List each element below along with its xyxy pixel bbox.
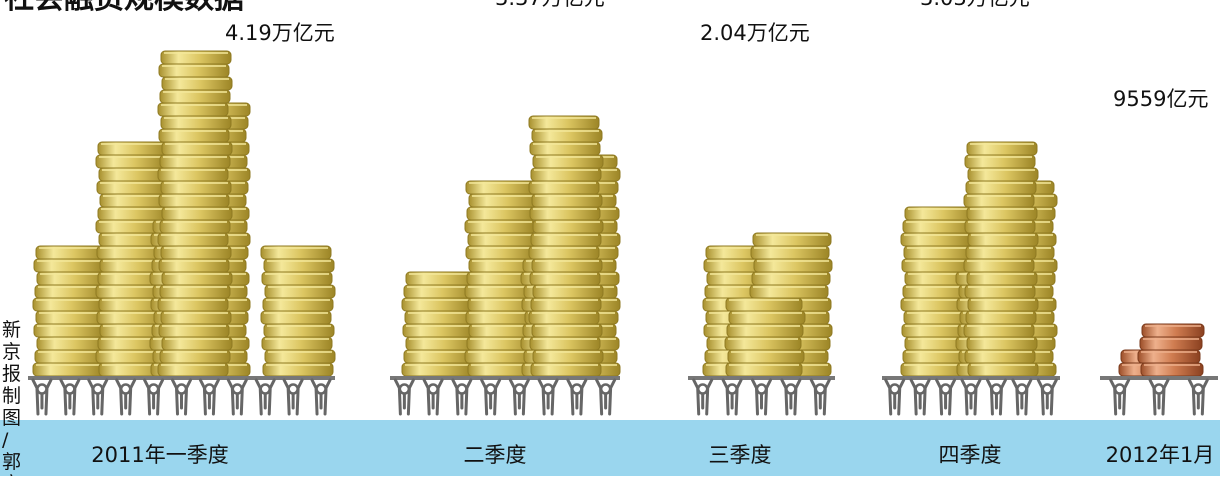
platform-2 <box>390 376 620 416</box>
bar-1 <box>32 50 336 377</box>
coin-stack <box>32 245 108 377</box>
platform-3 <box>688 376 835 416</box>
coin-stack <box>724 297 806 377</box>
credit-char: 新 <box>2 319 21 341</box>
ground-band <box>0 420 1220 476</box>
value-label-1: 4.19万亿元 <box>225 21 335 45</box>
category-label-4: 四季度 <box>939 443 1002 467</box>
bar-2 <box>401 115 621 377</box>
category-label-5: 2012年1月 <box>1106 443 1215 467</box>
coin-stack <box>1137 323 1205 377</box>
credit-char: / <box>2 429 9 451</box>
chart-title: 社会融资规模数据 <box>4 0 244 16</box>
coin-stack <box>528 115 604 377</box>
coin-stack <box>963 141 1039 377</box>
platforms <box>28 376 1218 416</box>
credit-char: 制 <box>2 385 21 407</box>
bar-3 <box>702 232 833 377</box>
value-label-3: 2.04万亿元 <box>700 21 810 45</box>
category-label-3: 三季度 <box>709 443 772 467</box>
value-label-5: 9559亿元 <box>1113 87 1208 111</box>
coin-stack <box>464 180 540 377</box>
credit-char: 京 <box>2 341 21 363</box>
coin-stack <box>260 245 336 377</box>
bar-4 <box>900 141 1058 377</box>
platform-5 <box>1100 376 1218 416</box>
credit-char: 报 <box>2 363 21 385</box>
coin-stack <box>401 271 477 377</box>
value-label-2: 3.37万亿元 <box>495 0 605 10</box>
category-labels: 2011年一季度 二季度 三季度 四季度 2012年1月 <box>91 443 1214 467</box>
credit-char: 图 <box>2 407 21 429</box>
credit-char: 郭 <box>2 451 21 473</box>
coin-stacks <box>32 50 1205 377</box>
platform-1 <box>28 376 335 416</box>
value-label-4: 3.03万亿元 <box>920 0 1030 10</box>
value-labels: 4.19万亿元 3.37万亿元 2.04万亿元 3.03万亿元 9559亿元 <box>225 0 1208 111</box>
coin-stack <box>157 50 233 377</box>
category-label-1: 2011年一季度 <box>91 443 228 467</box>
category-label-2: 二季度 <box>464 443 527 467</box>
platform-4 <box>882 376 1060 416</box>
bar-5 <box>1118 323 1205 377</box>
